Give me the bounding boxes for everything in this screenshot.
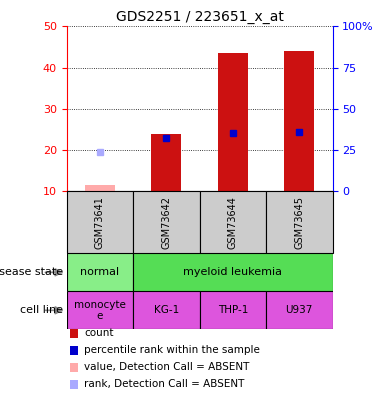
Text: cell line: cell line: [20, 305, 63, 315]
Bar: [66, 253, 133, 291]
Text: percentile rank within the sample: percentile rank within the sample: [84, 345, 260, 355]
Text: GSM73641: GSM73641: [95, 196, 105, 249]
Bar: [66, 291, 133, 329]
Bar: [85, 185, 115, 191]
Bar: [218, 53, 248, 191]
Text: normal: normal: [80, 267, 119, 277]
Text: rank, Detection Call = ABSENT: rank, Detection Call = ABSENT: [84, 379, 245, 389]
Text: GSM73642: GSM73642: [161, 196, 171, 249]
Text: THP-1: THP-1: [218, 305, 248, 315]
Bar: [266, 291, 332, 329]
Bar: [200, 191, 266, 253]
Text: disease state: disease state: [0, 267, 63, 277]
Text: value, Detection Call = ABSENT: value, Detection Call = ABSENT: [84, 362, 250, 372]
Bar: [266, 191, 332, 253]
Bar: [133, 253, 332, 291]
Bar: [133, 291, 200, 329]
Text: GSM73645: GSM73645: [294, 196, 304, 249]
Bar: [284, 51, 314, 191]
Bar: [200, 291, 266, 329]
Bar: [133, 191, 200, 253]
Title: GDS2251 / 223651_x_at: GDS2251 / 223651_x_at: [116, 10, 283, 24]
Text: KG-1: KG-1: [154, 305, 179, 315]
Text: monocyte
e: monocyte e: [74, 300, 126, 321]
Bar: [151, 134, 181, 191]
Text: count: count: [84, 328, 114, 338]
Text: U937: U937: [285, 305, 313, 315]
Text: myeloid leukemia: myeloid leukemia: [183, 267, 282, 277]
Bar: [66, 191, 133, 253]
Text: GSM73644: GSM73644: [228, 196, 238, 249]
